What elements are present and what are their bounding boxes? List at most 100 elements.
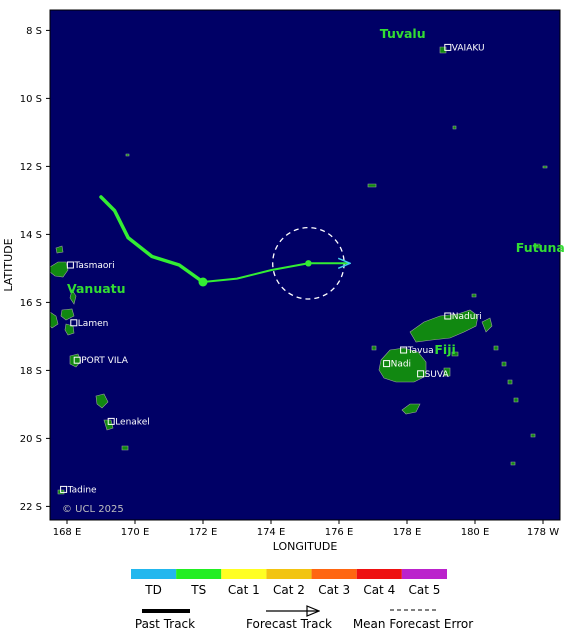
island-espiritu-santo [50, 261, 69, 278]
legend-category-label: Cat 5 [408, 583, 440, 597]
island-aneityum [121, 445, 129, 451]
island-misc-2 [125, 153, 130, 157]
lon-tick-label: 178 W [527, 527, 559, 538]
legend-swatch [356, 569, 402, 579]
lat-tick-label: 14 S [20, 230, 42, 241]
place-label: Naduri [452, 312, 482, 322]
place-marker [444, 43, 452, 51]
lat-tick-label: 8 S [26, 26, 42, 37]
island-ambrym [60, 308, 75, 321]
place-label: SUVA [425, 370, 450, 380]
island-misc-3 [471, 293, 477, 298]
place-label: VAIAKU [452, 43, 485, 53]
intensity-legend: TD TS Cat 1 Cat 2 Cat 3 Cat 4 Cat 5 [131, 569, 447, 597]
legend-forecast-track-label: Forecast Track [246, 617, 332, 631]
plot-frame [49, 9, 561, 521]
lon-tick-label: 170 E [121, 527, 150, 538]
place-label: Tasmaori [73, 261, 114, 271]
lat-tick-label: 20 S [20, 434, 42, 445]
latitude-ticks: 8 S 10 S 12 S 14 S 16 S 18 S 20 S 22 S [20, 26, 50, 513]
country-label: Fiji [434, 342, 455, 357]
lon-tick-label: 180 E [461, 527, 490, 538]
place-label: Lamen [78, 319, 109, 329]
place-label: PORT VILA [81, 356, 129, 366]
country-label: Tuvalu [380, 26, 426, 41]
lat-tick-label: 12 S [20, 162, 42, 173]
forecast-point-marker [305, 260, 312, 267]
island-pentecost [69, 289, 77, 305]
legend-mean-error: Mean Forecast Error [353, 609, 473, 631]
country-labels: Tuvalu Vanuatu Futuna Fiji [67, 26, 565, 357]
island-misc-4 [530, 433, 536, 438]
legend-swatch [401, 569, 447, 579]
lon-tick-label: 178 E [393, 527, 422, 538]
place-marker [400, 346, 408, 354]
place-label: Lenakel [115, 417, 150, 427]
island-futuna [533, 243, 541, 249]
island-yasawa [371, 345, 377, 351]
place-marker [70, 319, 78, 327]
island-kadavu [401, 403, 421, 415]
legend-category-label: TD [144, 583, 162, 597]
island-misc-1 [452, 125, 457, 130]
longitude-ticks: 168 E 170 E 172 E 174 E 176 E 178 E 180 E 178 W [53, 520, 559, 538]
legend-past-track-label: Past Track [135, 617, 195, 631]
island-malekula [50, 311, 59, 329]
lon-tick-label: 176 E [325, 527, 354, 538]
legend-swatch [311, 569, 357, 579]
country-label: Vanuatu [67, 281, 126, 296]
legend-category-label: Cat 4 [363, 583, 395, 597]
island-lau-2 [501, 361, 507, 367]
legend-swatch [221, 569, 267, 579]
legend-past-track: Past Track [135, 609, 195, 631]
legend-forecast-track: Forecast Track [246, 611, 332, 631]
island-north [55, 245, 64, 254]
place-label: Tavua [407, 346, 434, 356]
legend-mean-error-label: Mean Forecast Error [353, 617, 473, 631]
place-marker [107, 417, 115, 425]
legend-swatch [176, 569, 222, 579]
island-lau-4 [513, 397, 519, 403]
ocean-area [50, 10, 560, 520]
lon-tick-label: 168 E [53, 527, 82, 538]
place-marker [444, 312, 452, 320]
copyright-label: © UCL 2025 [62, 504, 124, 515]
island-misc-7 [542, 165, 548, 169]
place-marker [60, 485, 68, 493]
island-erromango [95, 393, 109, 409]
island-lau-1 [493, 345, 499, 351]
island-rotuma [367, 183, 377, 188]
lat-tick-label: 10 S [20, 94, 42, 105]
legend-swatch [266, 569, 312, 579]
island-vanua-levu [409, 309, 479, 343]
island-lau-3 [507, 379, 513, 385]
place-marker [73, 356, 81, 364]
lat-tick-label: 16 S [20, 298, 42, 309]
place-label: Tadine [67, 485, 97, 495]
country-label: Futuna [516, 240, 565, 255]
lon-tick-label: 172 E [189, 527, 218, 538]
island-taveuni [481, 317, 493, 333]
forecast-track-line [202, 263, 349, 283]
legend-category-label: TS [190, 583, 206, 597]
past-track-line [99, 195, 205, 284]
x-axis-title: LONGITUDE [273, 540, 338, 553]
island-viti-levu [378, 347, 427, 383]
island-koro [451, 351, 459, 357]
place-marker [417, 370, 425, 378]
island-ovalau [443, 367, 451, 377]
place-marker [383, 360, 391, 368]
legend-category-label: Cat 2 [273, 583, 305, 597]
lon-tick-label: 174 E [257, 527, 286, 538]
legend-category-label: Cat 3 [318, 583, 350, 597]
lat-tick-label: 22 S [20, 502, 42, 513]
island-misc-5 [510, 461, 516, 466]
lat-tick-label: 18 S [20, 366, 42, 377]
y-axis-title: LATITUDE [2, 238, 15, 291]
current-position-marker [198, 277, 208, 287]
place-label: Nadi [391, 360, 411, 370]
legend-category-label: Cat 1 [228, 583, 260, 597]
place-labels: VAIAKU Tasmaori Lamen PORT VILA Lenakel Tadin… [60, 43, 485, 495]
legend-swatch [131, 569, 177, 579]
